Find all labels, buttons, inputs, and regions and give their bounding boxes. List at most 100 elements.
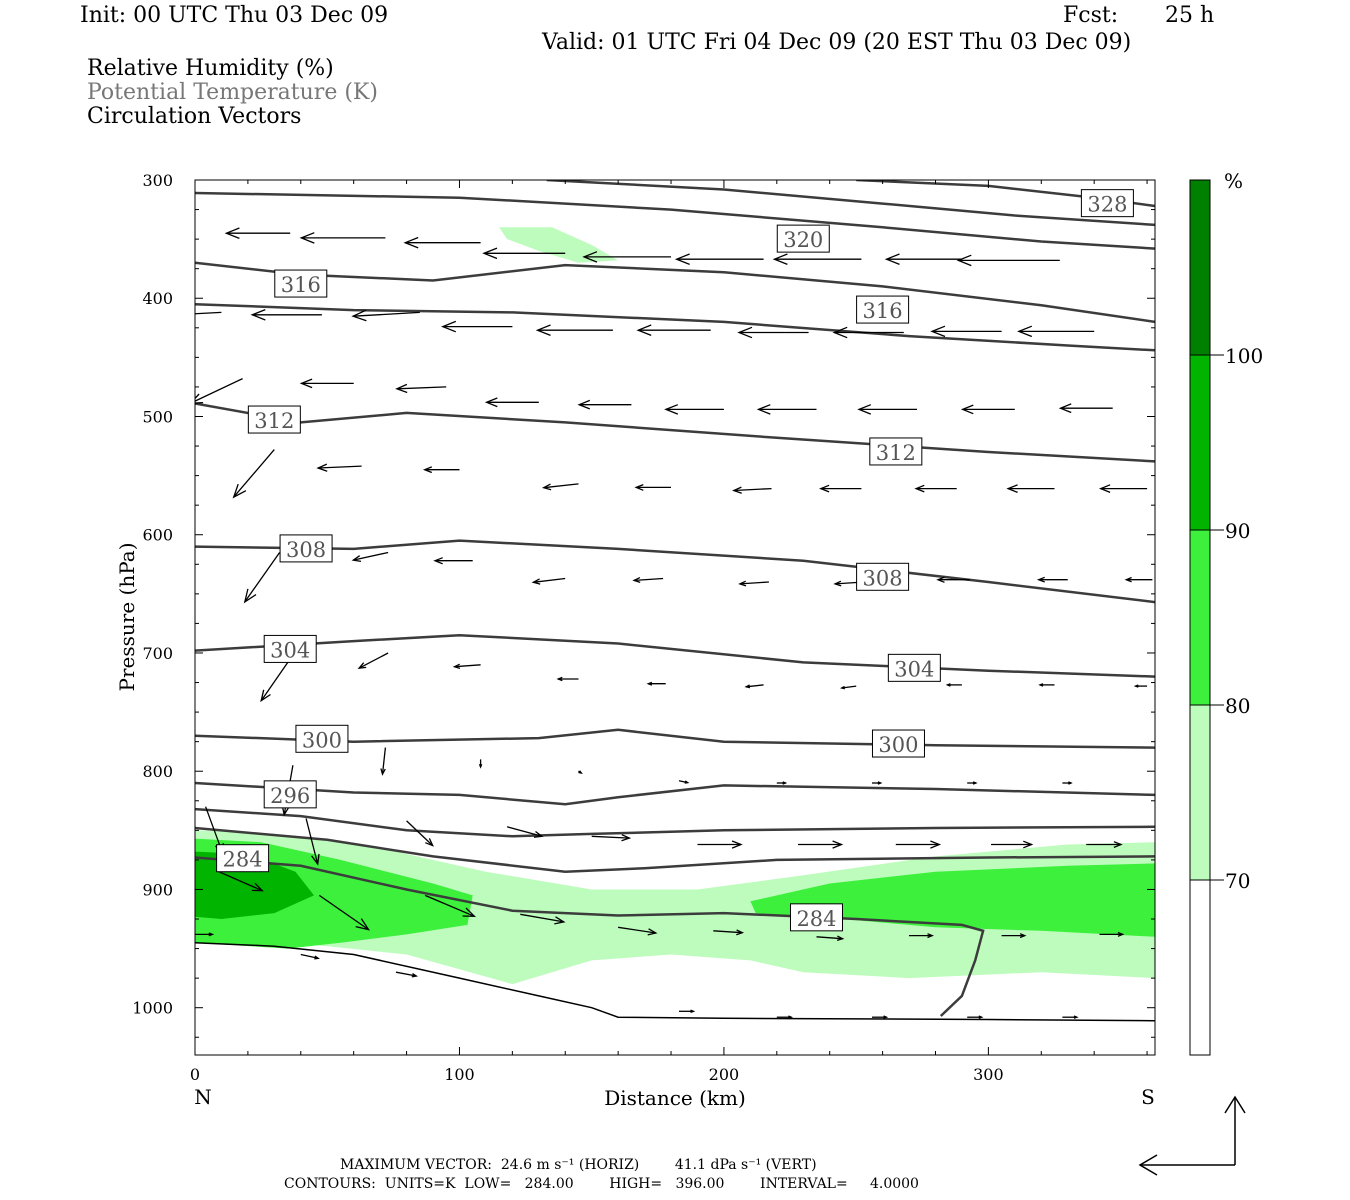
vector-shaft (195, 378, 243, 402)
isentrope-label-text: 312 (254, 409, 294, 433)
vector-shaft (618, 926, 656, 934)
circulation-vector (798, 840, 844, 849)
vector-head (632, 577, 641, 584)
vector-head (478, 763, 483, 769)
circulation-vector (679, 1009, 696, 1014)
circulation-vector (120, 228, 195, 238)
circulation-vector (195, 932, 215, 937)
isentrope-316 (195, 261, 1155, 324)
circulation-vector (1086, 841, 1123, 849)
isentrope-label-box (776, 224, 830, 253)
vector-shaft (218, 871, 263, 892)
x-tick-label: 100 (444, 1065, 475, 1084)
field-potential-temperature: Potential Temperature (K) (87, 80, 378, 105)
circulation-vector (541, 483, 579, 491)
vector-head (621, 834, 632, 842)
isentrope-304 (195, 633, 1155, 678)
vector-head (836, 935, 845, 942)
isentrope-label-text: 284 (796, 907, 836, 931)
vector-head (425, 838, 434, 847)
vector-shaft (454, 664, 481, 668)
y-tick-label: 1000 (132, 999, 173, 1018)
isentrope-328 (546, 180, 1155, 227)
vector-shaft (244, 552, 281, 603)
vector-shaft (318, 465, 362, 469)
circulation-vector (1133, 684, 1148, 688)
circulation-vector (422, 466, 460, 474)
vector-head (462, 907, 477, 917)
max-vector-note: MAXIMUM VECTOR: 24.6 m s⁻¹ (HORIZ) 41.1 … (340, 1157, 817, 1173)
contour-labels: 328 320 316 316 312 312 308 308 304 304 300 300 296 2… (216, 189, 1134, 932)
circulation-vector (872, 781, 883, 785)
vector-shaft (746, 684, 764, 688)
reference-vector (1138, 1095, 1246, 1176)
vector-shaft (233, 449, 275, 498)
circulation-vector (406, 820, 434, 847)
vector-head (1098, 484, 1111, 494)
circulation-vector (1036, 576, 1068, 583)
y-tick-label: 700 (142, 644, 173, 663)
vector-head (636, 324, 652, 337)
y-tick-label: 900 (142, 880, 173, 899)
circulation-vector (945, 683, 962, 687)
circulation-vector (300, 953, 320, 960)
vector-head (452, 663, 461, 670)
vector-shaft (396, 386, 447, 390)
vector-head (441, 320, 457, 333)
circulation-vector (737, 326, 809, 339)
vector-head (224, 227, 240, 240)
contours-note: CONTOURS: UNITS=K LOW= 284.00 HIGH= 396.… (284, 1176, 919, 1192)
isentrope-300 (195, 728, 1155, 749)
circulation-vector (1099, 931, 1125, 937)
isentrope-label-text: 316 (863, 299, 903, 323)
vector-shaft (533, 577, 566, 583)
vector-head (411, 973, 419, 978)
x-tick-label: 300 (973, 1065, 1004, 1084)
circulation-vector (535, 324, 613, 337)
vector-head (782, 781, 788, 785)
vector-head (930, 840, 942, 849)
circulation-vector (1038, 683, 1055, 687)
circulation-vector (618, 926, 658, 936)
vector-head (930, 325, 946, 338)
vector-head (311, 853, 320, 866)
field-circulation-vectors: Circulation Vectors (87, 104, 302, 129)
isentrope-label-text: 304 (270, 638, 310, 662)
circulation-vector (756, 404, 817, 415)
vector-head (351, 309, 367, 322)
isentrope-308 (195, 539, 1155, 604)
vector-shaft (305, 818, 319, 865)
isentrope-label-300: 300 (295, 724, 349, 753)
vector-head (857, 404, 872, 415)
vector-head (355, 918, 371, 931)
x-tick-label: 0 (190, 1065, 200, 1084)
surface-line (195, 941, 1155, 1022)
vector-head (1117, 931, 1125, 937)
circulation-vector (299, 232, 386, 244)
vector-head (357, 662, 367, 670)
init-time: Init: 00 UTC Thu 03 Dec 09 (80, 3, 389, 28)
circulation-vector (531, 577, 566, 585)
circulation-vector (316, 463, 362, 472)
circulation-vector (591, 834, 632, 842)
vector-head (833, 580, 842, 587)
vector-shaft (406, 820, 434, 847)
circulation-vector (839, 685, 857, 690)
vector-head (819, 484, 830, 493)
rh-region-70 (195, 830, 1155, 985)
vector-head (582, 251, 598, 263)
isentrope-label-328: 328 (1080, 189, 1134, 218)
forecast-label: Fcst: (1063, 3, 1119, 28)
circulation-vector (260, 658, 291, 703)
circulation-vector (895, 840, 942, 849)
circulation-vector (232, 449, 275, 499)
isentrope-label-text: 328 (1087, 193, 1127, 217)
y-tick-label: 600 (142, 526, 173, 545)
vector-head (1124, 576, 1132, 583)
vector-head (1023, 840, 1034, 849)
vector-head (690, 1009, 696, 1014)
vector-head (380, 768, 386, 776)
vector-shaft (591, 835, 630, 839)
vector-head (732, 486, 742, 494)
vector-head (232, 483, 247, 499)
